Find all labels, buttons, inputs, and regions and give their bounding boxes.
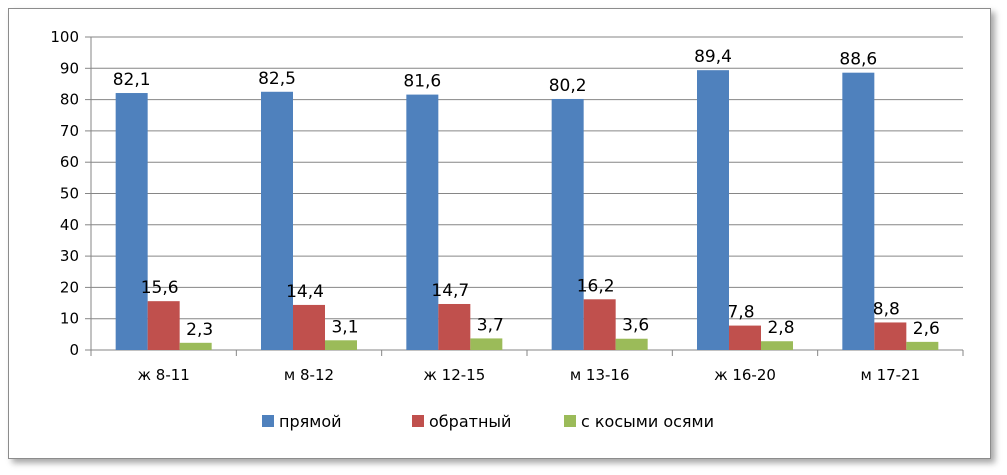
data-label: 2,6 [913, 319, 940, 339]
y-tick-label: 10 [60, 310, 79, 328]
data-label: 81,6 [403, 72, 441, 92]
data-label: 88,6 [839, 50, 877, 70]
legend-swatch [412, 415, 424, 427]
y-tick-label: 70 [60, 122, 79, 140]
data-label: 80,2 [549, 76, 587, 96]
bar [874, 322, 907, 350]
y-tick-label: 80 [60, 91, 79, 109]
bar [906, 341, 939, 350]
bar [325, 340, 357, 350]
bar [406, 94, 439, 350]
data-label: 89,4 [694, 47, 732, 67]
bar-chart: 0 10 20 30 40 50 60 70 80 90 100 82,1 15,6 2,3 ж 8-11 8… [50, 28, 964, 431]
data-label: 3,1 [331, 317, 358, 337]
x-tick-label: ж 12-15 [423, 366, 485, 384]
data-label: 7,8 [727, 303, 754, 323]
x-tick-label: м 17-21 [860, 366, 920, 384]
chart-frame: 0 10 20 30 40 50 60 70 80 90 100 82,1 15,6 2,3 ж 8-11 8… [8, 8, 991, 459]
legend-swatch [262, 415, 274, 427]
y-tick-label: 0 [69, 341, 79, 359]
y-tick-label: 30 [60, 247, 79, 265]
data-label: 2,3 [186, 320, 213, 340]
bar [697, 70, 729, 350]
bar [147, 301, 180, 350]
x-tick-label: ж 8-11 [138, 366, 190, 384]
data-label: 82,1 [113, 70, 151, 90]
x-tick-label: м 13-16 [570, 366, 630, 384]
legend-swatch [564, 415, 576, 427]
data-label: 16,2 [577, 276, 615, 296]
data-label: 2,8 [767, 318, 794, 338]
bar [761, 341, 793, 350]
data-label: 82,5 [258, 69, 296, 89]
y-tick-label: 90 [60, 59, 79, 77]
data-label: 15,6 [141, 278, 179, 298]
y-tick-label: 100 [50, 28, 79, 46]
y-tick-label: 40 [60, 216, 79, 234]
data-label: 14,7 [431, 281, 469, 301]
bar [179, 342, 212, 350]
bar [615, 338, 648, 350]
bar [470, 338, 503, 350]
legend-label: прямой [279, 412, 342, 431]
bar [842, 72, 875, 350]
y-tick-label: 60 [60, 153, 79, 171]
data-label: 14,4 [286, 282, 324, 302]
data-label: 8,8 [873, 299, 900, 319]
y-tick-label: 50 [60, 185, 79, 203]
x-tick-label: м 8-12 [284, 366, 334, 384]
bar [293, 304, 325, 350]
bar [438, 303, 471, 350]
legend-label: обратный [429, 412, 511, 431]
bar [583, 299, 616, 350]
data-label: 3,6 [622, 316, 649, 336]
bar [551, 98, 584, 350]
y-tick-label: 20 [60, 278, 79, 296]
bar [115, 93, 148, 350]
bar [261, 91, 293, 351]
x-tick-label: ж 16-20 [714, 366, 776, 384]
legend-label: с косыми осями [581, 412, 714, 431]
data-label: 3,7 [477, 315, 504, 335]
bar [729, 325, 761, 350]
